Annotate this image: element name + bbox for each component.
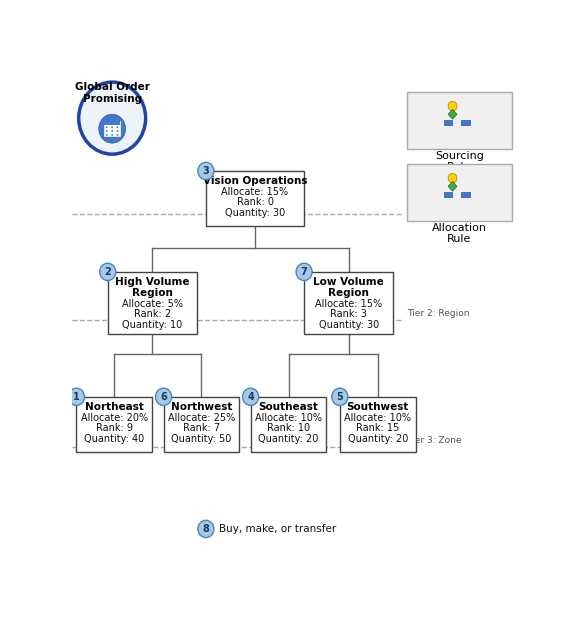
Text: 7: 7 [301, 267, 308, 277]
Text: Northeast: Northeast [85, 402, 144, 412]
Text: 3: 3 [203, 166, 209, 176]
Text: Allocate: 15%: Allocate: 15% [221, 187, 289, 197]
Text: 4: 4 [247, 392, 254, 402]
Text: Quantity: 40: Quantity: 40 [84, 434, 145, 444]
Text: Southwest: Southwest [347, 402, 409, 412]
Circle shape [116, 134, 119, 136]
Circle shape [106, 130, 108, 132]
Text: Allocation
Rule: Allocation Rule [432, 223, 487, 245]
Circle shape [156, 388, 172, 406]
Circle shape [106, 126, 108, 128]
Text: 2: 2 [104, 267, 111, 277]
Text: Sourcing
Rule: Sourcing Rule [435, 151, 484, 172]
Text: Quantity: 10: Quantity: 10 [122, 320, 183, 330]
FancyBboxPatch shape [461, 120, 469, 125]
Circle shape [296, 263, 312, 281]
Text: Northwest: Northwest [170, 402, 232, 412]
Text: 8: 8 [203, 524, 209, 534]
Text: Allocate: 20%: Allocate: 20% [81, 412, 148, 422]
FancyBboxPatch shape [164, 397, 240, 452]
Text: Rank: 3: Rank: 3 [330, 310, 367, 319]
Circle shape [448, 173, 457, 183]
Text: Quantity: 20: Quantity: 20 [347, 434, 408, 444]
Text: Quantity: 30: Quantity: 30 [225, 208, 285, 218]
Text: Tier 3: Zone: Tier 3: Zone [407, 436, 461, 446]
Text: Quantity: 20: Quantity: 20 [258, 434, 319, 444]
Text: Allocate: 25%: Allocate: 25% [168, 412, 235, 422]
Circle shape [198, 162, 214, 180]
FancyBboxPatch shape [108, 272, 197, 334]
Text: Allocate: 15%: Allocate: 15% [315, 299, 382, 309]
FancyBboxPatch shape [77, 397, 152, 452]
Circle shape [106, 134, 108, 136]
Circle shape [111, 134, 113, 136]
Text: 6: 6 [160, 392, 167, 402]
Text: Allocate: 5%: Allocate: 5% [122, 299, 183, 309]
Text: 5: 5 [336, 392, 343, 402]
Circle shape [198, 520, 214, 538]
Text: Quantity: 30: Quantity: 30 [319, 320, 379, 330]
FancyBboxPatch shape [340, 397, 416, 452]
Circle shape [242, 388, 259, 406]
FancyBboxPatch shape [407, 163, 511, 222]
Text: 1: 1 [73, 392, 80, 402]
Circle shape [111, 126, 113, 128]
Text: Rank: 0: Rank: 0 [237, 197, 274, 207]
Text: Low Volume
Region: Low Volume Region [313, 276, 384, 298]
FancyBboxPatch shape [461, 192, 469, 197]
Circle shape [448, 101, 457, 111]
Text: Rank: 7: Rank: 7 [183, 423, 220, 433]
Circle shape [79, 82, 146, 154]
Text: Buy, make, or transfer: Buy, make, or transfer [219, 524, 336, 534]
FancyBboxPatch shape [104, 121, 120, 125]
Text: Tier 1: Organization: Tier 1: Organization [407, 203, 497, 212]
Circle shape [111, 130, 113, 132]
Text: Rank: 2: Rank: 2 [134, 310, 171, 319]
Text: Allocate: 10%: Allocate: 10% [344, 412, 411, 422]
Text: Rank: 9: Rank: 9 [96, 423, 133, 433]
Text: Vision Operations: Vision Operations [203, 176, 307, 186]
Circle shape [116, 126, 119, 128]
FancyBboxPatch shape [407, 92, 511, 149]
Text: Rank: 10: Rank: 10 [267, 423, 310, 433]
Text: Global Order
Promising: Global Order Promising [75, 82, 150, 104]
Text: High Volume
Region: High Volume Region [115, 276, 190, 298]
Text: Quantity: 50: Quantity: 50 [171, 434, 232, 444]
Circle shape [99, 114, 126, 143]
Text: Rank: 15: Rank: 15 [356, 423, 399, 433]
FancyBboxPatch shape [251, 397, 327, 452]
FancyBboxPatch shape [104, 122, 120, 136]
Circle shape [69, 388, 85, 406]
Circle shape [332, 388, 348, 406]
Circle shape [116, 130, 119, 132]
Circle shape [100, 263, 116, 281]
Text: Tier 2: Region: Tier 2: Region [407, 309, 469, 318]
Text: Allocate: 10%: Allocate: 10% [255, 412, 322, 422]
FancyBboxPatch shape [206, 171, 304, 227]
FancyBboxPatch shape [444, 192, 452, 197]
FancyBboxPatch shape [444, 120, 452, 125]
Text: Southeast: Southeast [259, 402, 319, 412]
FancyBboxPatch shape [304, 272, 393, 334]
